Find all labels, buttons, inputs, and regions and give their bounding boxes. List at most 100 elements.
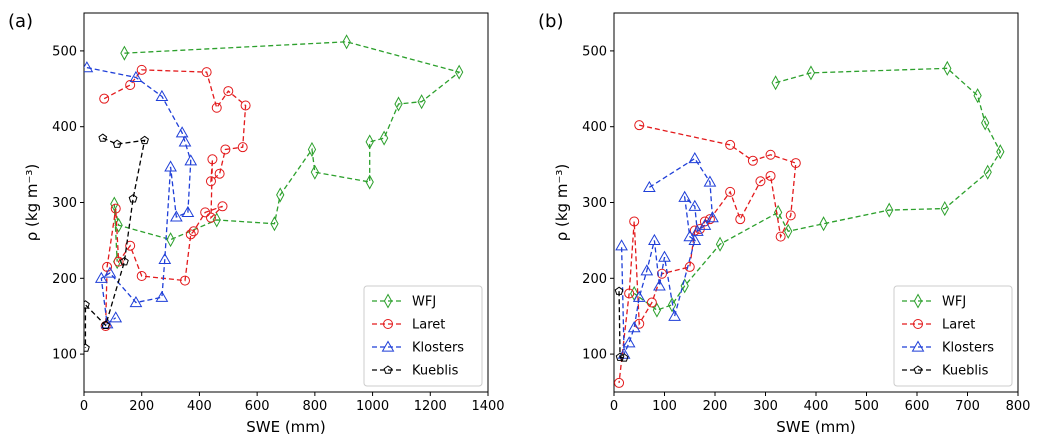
data-point [706, 211, 719, 223]
x-tick-label: 200 [129, 399, 154, 414]
x-axis-label: SWE (mm) [776, 418, 856, 436]
data-point [688, 199, 702, 211]
legend-marker [913, 293, 923, 309]
data-point [110, 196, 119, 212]
x-tick-label: 300 [753, 399, 778, 414]
legend-marker [911, 340, 925, 352]
panel-label: (b) [538, 11, 563, 32]
y-tick-label: 300 [52, 196, 77, 211]
series-klosters [615, 152, 719, 359]
data-point [973, 88, 982, 104]
data-point [155, 290, 169, 302]
legend-label: WFJ [412, 295, 436, 310]
series-laret [99, 64, 251, 332]
data-point [101, 320, 111, 330]
data-point [220, 144, 231, 155]
data-point [379, 130, 389, 146]
series-line [103, 69, 247, 327]
x-tick-label: 0 [610, 399, 618, 414]
data-point [806, 65, 816, 81]
data-point [212, 212, 221, 228]
legend-entry-kueblis: Kueblis [902, 364, 989, 379]
legend-label: Kueblis [412, 364, 459, 379]
data-point [84, 343, 90, 352]
data-point [765, 149, 776, 160]
legend: WFJ Laret Klosters Kueblis [893, 285, 1013, 387]
data-point [181, 205, 195, 217]
data-point [200, 207, 211, 218]
data-point [668, 309, 681, 321]
x-tick-label: 600 [905, 399, 930, 414]
data-point [211, 102, 222, 113]
data-point [136, 64, 147, 75]
data-point [223, 86, 234, 97]
data-point [652, 302, 662, 318]
legend-entry-wfj: WFJ [372, 293, 436, 310]
data-point [112, 139, 122, 148]
data-point [615, 239, 628, 251]
data-point [237, 142, 248, 153]
data-point [983, 164, 992, 180]
data-point [178, 135, 192, 147]
legend-entry-laret: Laret [902, 318, 975, 333]
data-point [140, 135, 149, 145]
data-point [136, 271, 147, 282]
series-wfj [110, 34, 464, 270]
series-line [620, 157, 714, 355]
legend-label: Kueblis [942, 364, 989, 379]
x-tick-label: 400 [804, 399, 829, 414]
data-point [940, 201, 949, 217]
y-tick-label: 200 [582, 272, 607, 287]
data-point [640, 264, 654, 276]
y-tick-label: 100 [582, 348, 607, 363]
data-point [680, 278, 689, 294]
data-point [622, 336, 636, 348]
series-line [84, 137, 146, 349]
data-point [240, 100, 251, 111]
data-point [270, 216, 279, 232]
data-point [342, 34, 351, 50]
data-point [653, 279, 666, 291]
y-axis-label: ρ (kg m⁻³) [23, 164, 41, 242]
legend-entry-laret: Laret [372, 318, 445, 333]
legend-frame [893, 285, 1013, 387]
legend-marker [383, 365, 393, 374]
y-tick-label: 100 [52, 348, 77, 363]
data-point [615, 352, 625, 361]
x-tick-label: 700 [955, 399, 980, 414]
data-point [683, 230, 697, 242]
data-point [725, 186, 736, 197]
data-point [775, 231, 786, 242]
data-point [634, 120, 645, 131]
data-point [943, 60, 952, 76]
data-point [98, 133, 108, 142]
data-point [307, 141, 317, 157]
data-point [765, 170, 776, 181]
data-point [667, 297, 677, 313]
data-point [99, 93, 110, 104]
data-point [632, 290, 646, 302]
x-axis-label: SWE (mm) [246, 418, 326, 436]
data-point [658, 250, 671, 262]
data-point [996, 144, 1005, 160]
data-point [614, 377, 625, 388]
data-point [155, 89, 169, 102]
panel-label: (a) [8, 11, 33, 32]
data-point [84, 61, 94, 73]
panel-0: 0 200 400 600 800 1000 1200 1400 100 200 300 400 500… [8, 11, 505, 436]
data-point [166, 232, 175, 248]
data-point [648, 233, 661, 246]
legend-entry-klosters: Klosters [372, 340, 464, 356]
data-point [110, 203, 121, 214]
y-tick-label: 500 [582, 44, 607, 59]
data-point [180, 275, 190, 286]
x-tick-label: 200 [703, 399, 728, 414]
x-tick-label: 1200 [414, 399, 447, 414]
data-point [688, 152, 702, 164]
data-point [629, 216, 640, 227]
x-tick-label: 400 [187, 399, 212, 414]
legend: WFJ Laret Klosters Kueblis [363, 285, 483, 387]
series-line [113, 41, 461, 262]
legend-label: Laret [412, 318, 445, 333]
